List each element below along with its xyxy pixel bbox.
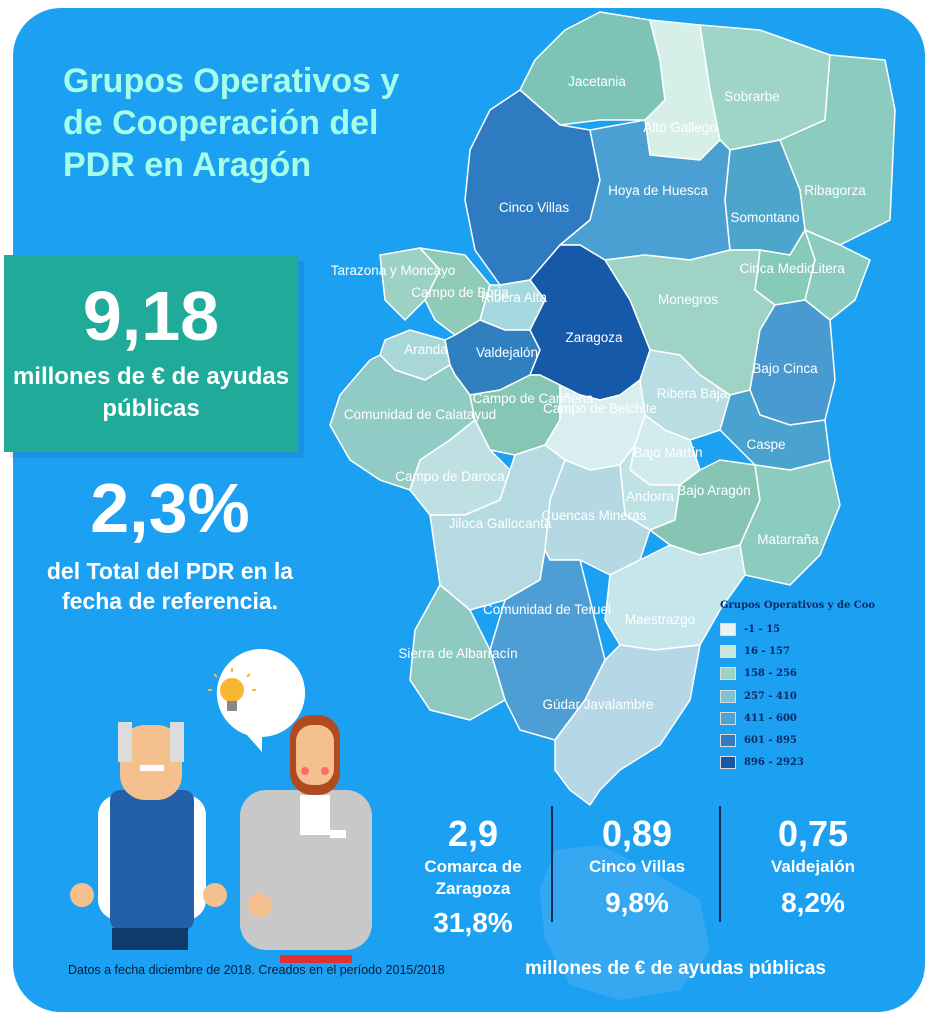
map-label-cuencas-mineras: Cuencas Mineras: [541, 508, 646, 523]
farmer-illustration: [70, 722, 227, 950]
legend-row: 16 - 157: [720, 640, 900, 662]
legend-swatch: [720, 711, 736, 725]
map-label-aranda: Aranda: [404, 342, 448, 357]
legend-swatch: [720, 689, 736, 703]
map-label-andorra: Andorra: [626, 489, 675, 504]
map-label-sobrarbe: Sobrarbe: [724, 89, 780, 104]
region-litera[interactable]: [804, 229, 871, 321]
map-label-caspe: Caspe: [746, 437, 785, 452]
map-label-campo-borja: Campo de Borja: [411, 285, 509, 300]
legend-label: 896 - 2923: [744, 757, 804, 769]
map-label-tarazona: Tarazona y Moncayo: [331, 263, 456, 278]
legend-row: 896 - 2923: [720, 752, 900, 774]
map-label-somontano: Somontano: [730, 210, 799, 225]
legend-row: 601 - 895: [720, 729, 900, 751]
legend-label: 601 - 895: [744, 735, 797, 747]
legend-label: 257 - 410: [744, 690, 797, 702]
region-gudar[interactable]: [554, 644, 701, 806]
map-label-valdejalon: Valdejalón: [476, 345, 538, 360]
headline-amount: 9,18: [82, 277, 220, 355]
region-matarrana[interactable]: [739, 459, 841, 586]
legend-swatch: [720, 644, 736, 658]
share-label: del Total del PDR en la fecha de referen…: [46, 558, 294, 614]
map-label-jacetania: Jacetania: [568, 74, 626, 89]
legend-row: -1 - 15: [720, 618, 900, 640]
map-label-hoya-huesca: Hoya de Huesca: [608, 183, 708, 198]
stat-cinco-villas-name: Cinco Villas: [588, 857, 686, 876]
map-label-zaragoza: Zaragoza: [565, 330, 623, 345]
map-label-monegros: Monegros: [658, 292, 718, 307]
legend-swatch: [720, 622, 736, 636]
region-maestrazgo[interactable]: [604, 544, 746, 651]
legend-swatch: [720, 667, 736, 681]
map-label-cinca-medio: Cinca Medio: [739, 261, 814, 276]
legend-swatch: [720, 734, 736, 748]
lightbulb-icon: [220, 678, 244, 702]
region-albarracin[interactable]: [409, 584, 506, 721]
stat-valdejalon: 0,75 Valdejalón 8,2%: [740, 812, 886, 922]
map-echo-shape: [540, 845, 710, 1000]
legend-label: 158 - 256: [744, 668, 797, 680]
stat-valdejalon-name: Valdejalón: [770, 857, 856, 876]
legend-label: -1 - 15: [744, 623, 781, 635]
map-label-ribera-alta: Ribera Alta: [481, 290, 548, 305]
stat-cinco-villas-percent: 9,8%: [605, 887, 669, 918]
legend-row: 411 - 600: [720, 707, 900, 729]
map-label-calatayud: Comunidad de Calatayud: [344, 407, 496, 422]
stat-valdejalon-value: 0,75: [777, 813, 849, 854]
legend-row: 257 - 410: [720, 685, 900, 707]
stat-cinco-villas: 0,89 Cinco Villas 9,8%: [568, 812, 706, 922]
map-label-maestrazgo: Maestrazgo: [625, 612, 696, 627]
page-title: Grupos Operativos y de Cooperación del P…: [63, 62, 400, 184]
stat-zaragoza-percent: 31,8%: [433, 907, 513, 938]
map-label-ribera-baja: Ribera Baja: [657, 386, 728, 401]
stat-zaragoza-name: Comarca de Zaragoza: [424, 857, 522, 898]
legend-label: 411 - 600: [744, 712, 797, 724]
stat-valdejalon-percent: 8,2%: [781, 887, 845, 918]
lightbulb-speech-bubble: [208, 649, 306, 752]
map-label-jiloca: Jiloca Gallocanta: [449, 516, 552, 531]
footnote: Datos a fecha diciembre de 2018. Creados…: [68, 963, 445, 977]
map-label-ribagorza: Ribagorza: [804, 183, 866, 198]
map-label-albarracin: Sierra de Albarracín: [398, 646, 517, 661]
legend-row: 158 - 256: [720, 663, 900, 685]
share-percent: 2,3%: [90, 469, 250, 547]
map-label-daroca: Campo de Daroca: [395, 469, 505, 484]
map-label-alto-gallego: Alto Gallego: [643, 120, 717, 135]
map-label-bajo-cinca: Bajo Cinca: [752, 361, 818, 376]
stat-zaragoza-value: 2,9: [447, 813, 499, 854]
legend-swatch: [720, 756, 736, 770]
stat-divider-2: [719, 806, 721, 922]
map-label-carinena: Campo de Cariñena: [473, 391, 594, 406]
scientist-illustration: [240, 715, 372, 963]
legend-label: 16 - 157: [744, 645, 790, 657]
map-label-matarrana: Matarraña: [757, 532, 819, 547]
map-label-teruel: Comunidad de Teruel: [483, 602, 611, 617]
map-label-bajo-martin: Bajo Martín: [633, 445, 702, 460]
map-label-bajo-aragon: Bajo Aragón: [677, 483, 751, 498]
headline-amount-label: millones de € de ayudas públicas: [12, 363, 290, 422]
stat-zaragoza: 2,9 Comarca de Zaragoza 31,8%: [412, 812, 534, 942]
stat-divider-1: [551, 806, 553, 922]
stat-cinco-villas-value: 0,89: [601, 813, 673, 854]
map-label-gudar: Gúdar Javalambre: [542, 697, 653, 712]
headline-box: 9,18 millones de € de ayudas públicas: [4, 255, 298, 452]
legend-title: Grupos Operativos y de Coo: [720, 600, 876, 611]
footer-caption: millones de € de ayudas públicas: [525, 958, 826, 979]
map-legend: Grupos Operativos y de Coo -1 - 15 16 - 1…: [720, 600, 900, 774]
map-labels: Jacetania Sobrarbe Alto Gallego Cinco Vi…: [331, 74, 867, 712]
legend-rows: -1 - 15 16 - 157 158 - 256 257 - 410 411 - 6…: [720, 618, 900, 774]
map-label-belchite: Campo de Belchite: [543, 401, 657, 416]
map-label-cinco-villas: Cinco Villas: [499, 200, 570, 215]
map-label-litera: Litera: [811, 261, 845, 276]
